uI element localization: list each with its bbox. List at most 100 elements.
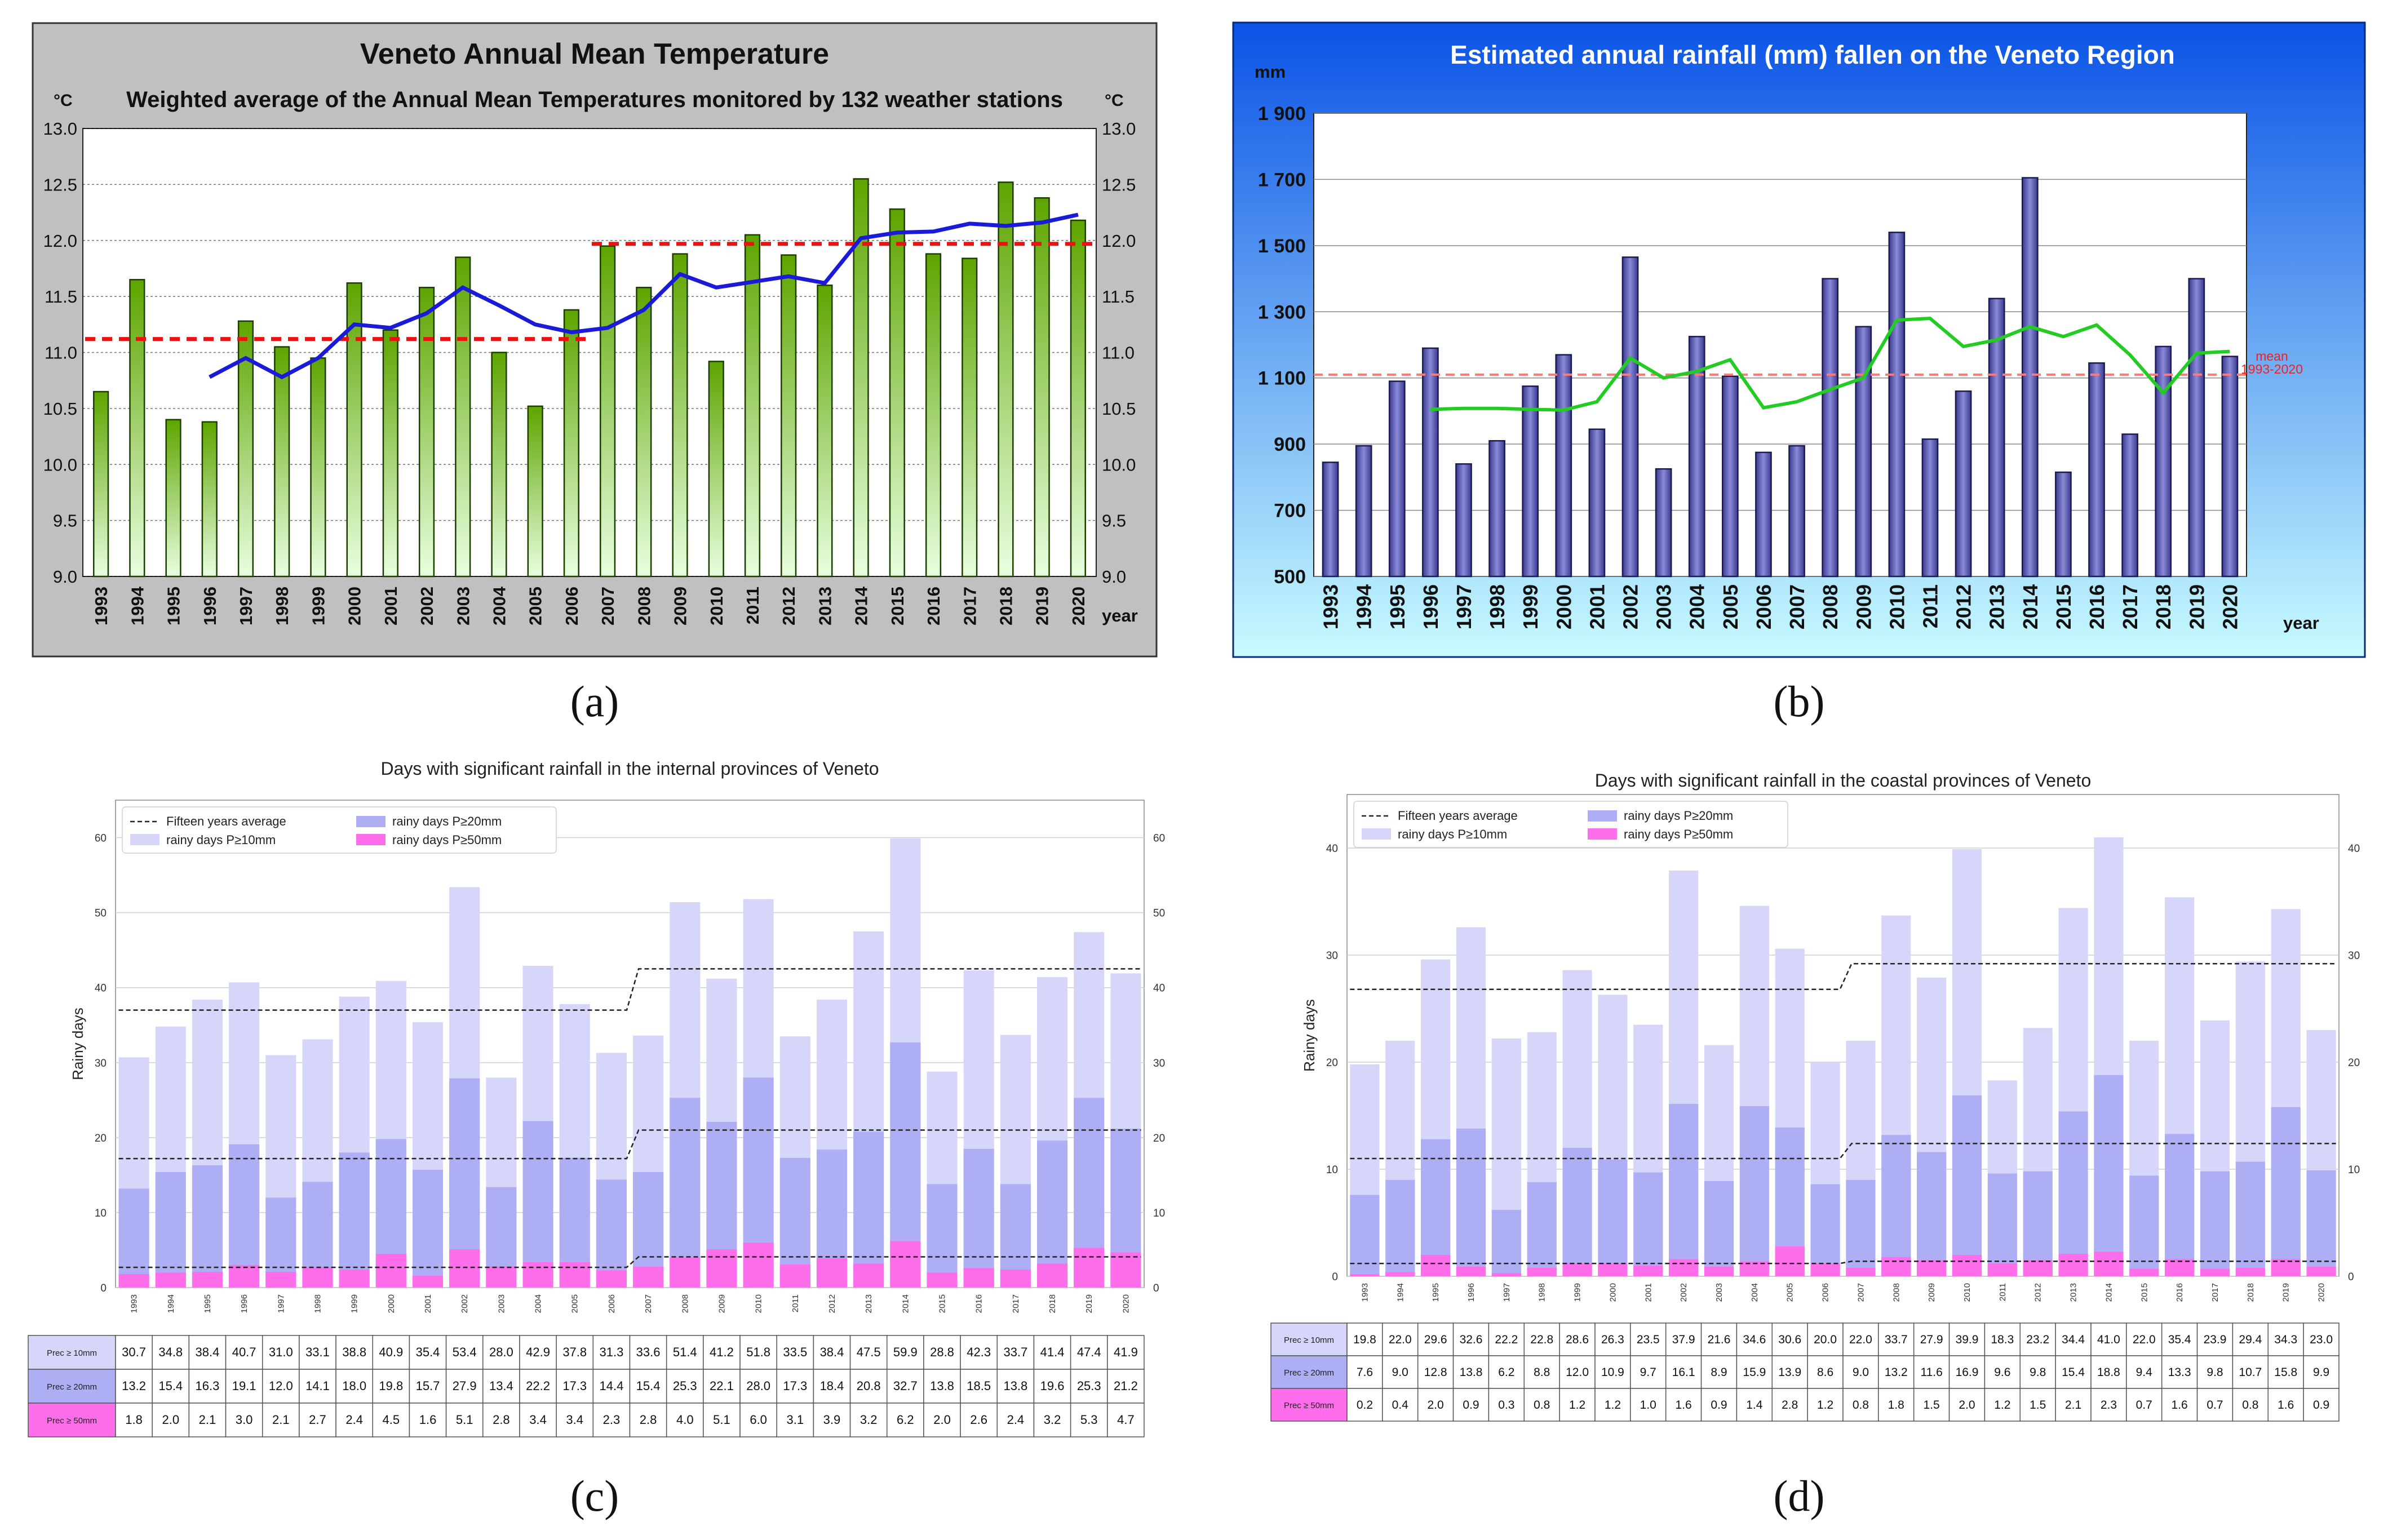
temperature-bar: [817, 285, 833, 578]
table-cell: [409, 1403, 447, 1437]
table-cell: [1452, 1388, 1490, 1422]
y-tick-label-right: 9.5: [1102, 511, 1126, 531]
table-cell: [629, 1335, 667, 1370]
table-cell-value: 15.4: [158, 1379, 183, 1393]
table-cell-value: 26.3: [1601, 1333, 1624, 1346]
y-tick-label-right: 11.5: [1102, 287, 1135, 307]
table-cell: [482, 1335, 520, 1370]
table-cell: [666, 1335, 704, 1370]
table-cell-value: 12.0: [1566, 1366, 1589, 1379]
y-tick-label-right: 0: [2348, 1271, 2354, 1283]
table-cell-value: 13.8: [1003, 1379, 1027, 1393]
table-cell-value: 10.7: [2239, 1366, 2262, 1379]
legend-label-average: Fifteen years average: [166, 814, 286, 828]
table-cell-value: 37.9: [1672, 1333, 1695, 1346]
x-tick-label: 1997: [236, 587, 256, 625]
table-cell-value: 10.9: [1601, 1366, 1624, 1379]
rainfall-bar: [2055, 471, 2072, 578]
table-cell: [1488, 1322, 1525, 1356]
x-tick-label: 1995: [1386, 584, 1409, 629]
table-cell-value: 51.8: [746, 1345, 770, 1359]
bar-p50: [1385, 1272, 1415, 1276]
fifteen-year-average-line: [118, 968, 1141, 1011]
table-cell-value: 1.6: [1676, 1399, 1692, 1412]
x-tick-label: 1996: [1466, 1283, 1476, 1302]
table-cell-value: 22.0: [2133, 1333, 2156, 1346]
table-cell-value: 34.4: [2062, 1333, 2085, 1346]
table-cell-value: 38.8: [342, 1345, 366, 1359]
table-cell-value: 2.8: [640, 1413, 657, 1427]
table-cell-value: 33.7: [1885, 1333, 1908, 1346]
table-cell-value: 2.0: [933, 1413, 951, 1427]
table-cell-value: 37.8: [562, 1345, 587, 1359]
y-tick-label-left: 9.0: [53, 567, 77, 587]
bar-p20: [2023, 1171, 2053, 1276]
y-tick-label-left: 10: [95, 1208, 107, 1219]
table-cell-value: 3.0: [236, 1413, 253, 1427]
y-tick-label: 700: [1274, 500, 1306, 522]
x-tick-label: 2008: [680, 1294, 690, 1313]
x-tick-label: 2018: [996, 587, 1016, 625]
temperature-bar: [491, 352, 507, 578]
bar-p20: [853, 1131, 884, 1288]
x-tick-label: 2005: [570, 1294, 580, 1313]
x-tick-label: 2014: [2019, 584, 2042, 629]
rainfall-bar: [1955, 390, 1972, 578]
table-cell: [1736, 1388, 1773, 1422]
bar-p20: [1739, 1106, 1769, 1276]
y-tick-label-right: 10: [2348, 1164, 2360, 1176]
rainfall-bar: [1855, 326, 1872, 578]
bar-p20: [1987, 1173, 2017, 1276]
table-cell-value: 59.9: [893, 1345, 918, 1359]
x-tick-label: 2007: [1856, 1283, 1866, 1302]
y-tick-label-right: 10.5: [1102, 399, 1136, 419]
table-cell-value: 22.2: [526, 1379, 550, 1393]
bar-p20: [522, 1121, 553, 1288]
table-cell: [372, 1335, 410, 1370]
bar-p50: [486, 1266, 517, 1288]
bar-p20: [963, 1148, 994, 1288]
x-tick-label: 1995: [1431, 1283, 1441, 1302]
table-cell-value: 8.8: [1534, 1366, 1550, 1379]
table-cell-value: 40.7: [232, 1345, 256, 1359]
bar-p20: [1037, 1140, 1068, 1288]
table-cell-value: 31.3: [599, 1345, 623, 1359]
temperature-bar: [201, 421, 218, 578]
table-cell-value: 20.0: [1814, 1333, 1837, 1346]
table-cell-value: 19.1: [232, 1379, 256, 1393]
y-tick-label: 900: [1274, 434, 1306, 455]
temperature-bar: [1070, 219, 1086, 578]
temperature-bar: [165, 419, 181, 578]
bar-p50: [633, 1266, 664, 1288]
y-tick-label-right: 20: [1153, 1133, 1165, 1144]
table-cell-value: 13.8: [930, 1379, 954, 1393]
x-tick-label: 2014: [852, 586, 871, 625]
bar-p50: [743, 1242, 774, 1288]
table-cell-value: 16.3: [196, 1379, 220, 1393]
table-row-header-cell: [1270, 1355, 1348, 1389]
x-tick-label: 1999: [1519, 584, 1542, 629]
x-tick-label: 2000: [1608, 1283, 1618, 1302]
table-cell: [2303, 1355, 2340, 1389]
table-cell-value: 40.9: [379, 1345, 403, 1359]
x-tick-label: 2007: [598, 587, 618, 625]
temperature-bar: [418, 286, 435, 578]
bar-p50: [1000, 1270, 1031, 1288]
x-tick-label: 2008: [634, 587, 654, 625]
x-tick-label: 2014: [2104, 1283, 2114, 1302]
table-cell-value: 41.0: [2097, 1333, 2120, 1346]
table-cell-value: 2.1: [199, 1413, 216, 1427]
table-cell-value: 15.8: [2274, 1366, 2297, 1379]
legend-swatch-p10: [1362, 828, 1391, 840]
bar-p50: [412, 1275, 444, 1288]
table-cell-value: 7.6: [1357, 1366, 1373, 1379]
table-cell: [1807, 1322, 1844, 1356]
bar-p20: [2129, 1175, 2159, 1276]
legend-label-p10: rainy days P≥10mm: [1398, 827, 1507, 841]
rainfall-bar: [1322, 461, 1339, 578]
table-cell: [115, 1335, 153, 1370]
rainfall-bar: [1621, 256, 1639, 578]
table-cell-value: 23.2: [2026, 1333, 2049, 1346]
table-row-label: Prec ≥ 10mm: [1284, 1335, 1334, 1345]
x-tick-label: 2001: [1643, 1283, 1653, 1302]
